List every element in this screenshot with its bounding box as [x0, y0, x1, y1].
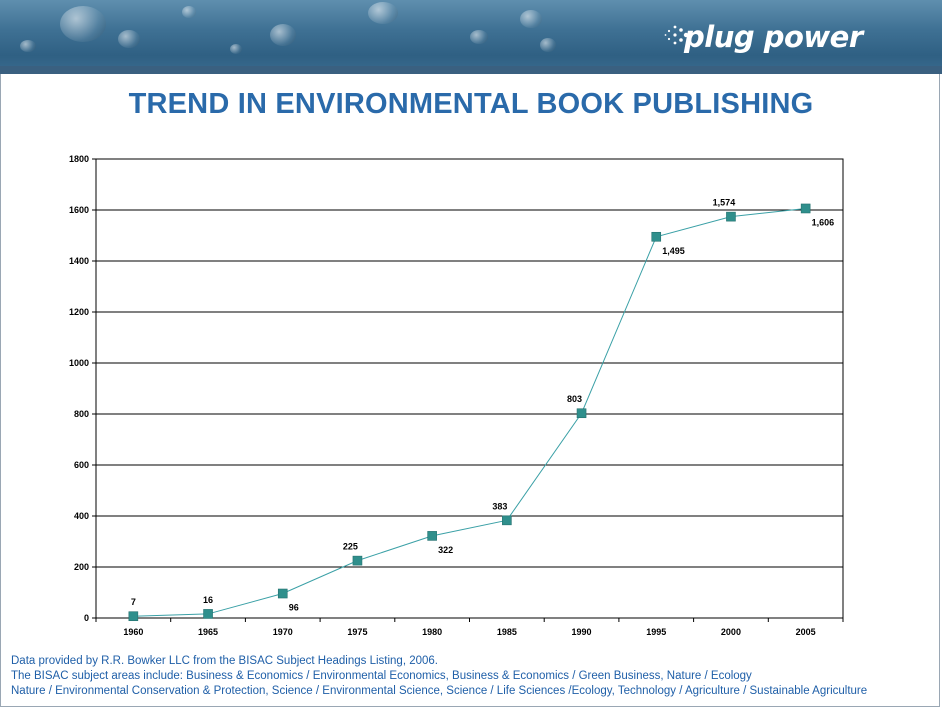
y-tick-label: 1600 [69, 205, 89, 215]
data-point-marker [502, 515, 512, 526]
data-label: 1,606 [812, 217, 835, 227]
data-point-marker [427, 531, 437, 541]
water-drop-decoration [520, 10, 542, 28]
data-point-marker [576, 408, 587, 419]
water-drop-decoration [470, 30, 488, 44]
data-point-marker [726, 211, 736, 222]
data-point-marker [800, 203, 811, 214]
data-point-marker [277, 588, 288, 599]
x-tick-label: 1970 [273, 627, 293, 637]
slide-title: TREND IN ENVIRONMENTAL BOOK PUBLISHING [128, 88, 814, 120]
x-tick-label: 1985 [497, 627, 517, 637]
data-label: 96 [289, 603, 299, 613]
y-tick-label: 1400 [69, 256, 89, 266]
y-tick-label: 800 [74, 409, 89, 419]
x-tick-label: 1975 [347, 627, 367, 637]
data-label: 7 [131, 597, 136, 607]
banner-bottom-strip [0, 66, 942, 74]
x-tick-label: 1990 [572, 627, 592, 637]
water-drop-decoration [118, 30, 140, 48]
y-tick-label: 200 [74, 562, 89, 572]
x-tick-label: 1995 [646, 627, 666, 637]
header-banner: plug power [0, 0, 942, 74]
y-tick-label: 1800 [69, 154, 89, 164]
x-tick-label: 2005 [796, 627, 816, 637]
x-tick-label: 1980 [422, 627, 442, 637]
water-drop-decoration [540, 38, 556, 52]
water-drop-decoration [270, 24, 296, 46]
data-point-marker [128, 611, 139, 622]
data-point-marker [352, 555, 363, 566]
series-line [133, 207, 806, 617]
footnote-line: Nature / Environmental Conservation & Pr… [11, 685, 868, 698]
y-tick-label: 400 [74, 511, 89, 521]
data-label: 322 [438, 545, 453, 555]
y-tick-label: 1200 [69, 307, 89, 317]
x-tick-label: 1960 [123, 627, 143, 637]
line-chart: 0 200 400 600 800 1000 1200 1400 1600 1800 1960 196… [69, 154, 844, 637]
water-drop-decoration [60, 6, 106, 42]
plug-power-logo: plug power [684, 20, 863, 54]
y-tick-label: 600 [74, 460, 89, 470]
data-label: 16 [203, 595, 213, 605]
data-point-marker [203, 609, 213, 619]
source-footnote: Data provided by R.R. Bowker LLC from th… [11, 654, 931, 700]
x-tick-label: 2000 [721, 627, 741, 637]
footnote-line: The BISAC subject areas include: Busines… [11, 670, 752, 683]
data-label: 383 [492, 501, 507, 511]
footnote-line: Data provided by R.R. Bowker LLC from th… [11, 655, 438, 667]
data-label: 225 [343, 542, 358, 552]
data-label: 803 [567, 394, 582, 404]
x-tick-label: 1965 [198, 627, 218, 637]
logo-burst-icon [664, 25, 689, 45]
data-label: 1,574 [713, 198, 736, 208]
y-tick-label: 1000 [69, 358, 89, 368]
water-drop-decoration [368, 2, 398, 24]
water-drop-decoration [230, 44, 242, 54]
water-drop-decoration [20, 40, 36, 52]
y-tick-label: 0 [84, 613, 89, 623]
data-label: 1,495 [662, 246, 685, 256]
plot-area-border [95, 158, 844, 619]
data-point-marker [651, 231, 662, 242]
water-drop-decoration [182, 6, 196, 18]
